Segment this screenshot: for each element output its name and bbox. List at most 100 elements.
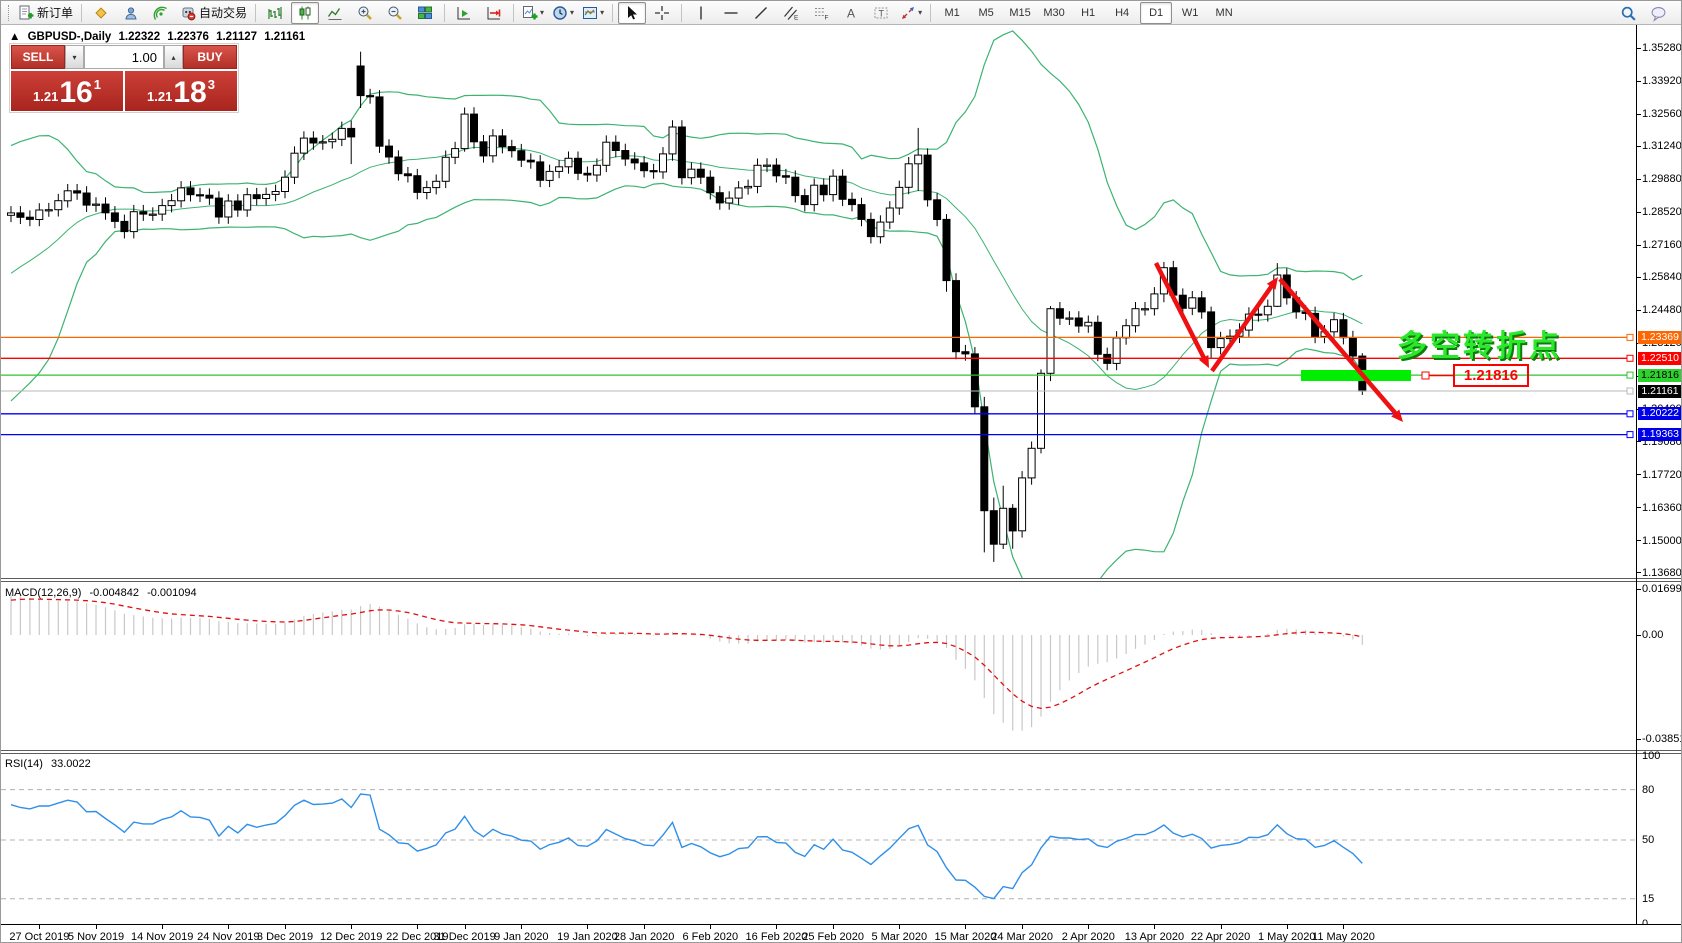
date-axis-tick (776, 925, 778, 929)
sell-button[interactable]: SELL (11, 45, 65, 69)
metaeditor-button[interactable] (87, 2, 115, 24)
price-axis-label: 1.25840 (1642, 271, 1682, 284)
collapse-triangle-icon[interactable]: ▲ (9, 31, 21, 43)
zoom-in-button[interactable] (351, 2, 379, 24)
candle-body (725, 197, 734, 204)
date-axis: 27 Oct 2019 5 Nov 2019 14 Nov 2019 24 Nov 2… (1, 924, 1681, 943)
candle-body (167, 200, 176, 207)
periods-clock-button[interactable]: ▾ (549, 2, 577, 24)
candle-body (763, 164, 771, 167)
timeframe-button-mn[interactable]: MN (1215, 6, 1233, 19)
candle-body (243, 194, 252, 211)
trendline-button[interactable] (747, 2, 775, 24)
timeframe-button-m15[interactable]: M15 (1009, 6, 1031, 19)
toolbar-separator (444, 3, 446, 22)
price-level-badge-1.22510: 1.22510 (1638, 351, 1681, 365)
macd-axis-label: 0.016994 (1642, 583, 1682, 595)
text-button[interactable]: A (837, 2, 865, 24)
title-open: 1.22322 (118, 31, 161, 43)
signals-button[interactable] (147, 2, 175, 24)
date-axis-label: 19 Jan 2020 (557, 931, 618, 943)
candle-body (630, 158, 639, 164)
crosshair-button[interactable] (648, 2, 676, 24)
equidistant-channel-button[interactable]: E (777, 2, 805, 24)
templates-button[interactable]: ▾ (579, 2, 607, 24)
line-chart-button[interactable] (321, 2, 349, 24)
add-indicator-button[interactable]: ▾ (519, 2, 547, 24)
arrows-button[interactable]: ▾ (897, 2, 925, 24)
pane-splitter[interactable] (1, 750, 1681, 754)
chart-shift-button[interactable] (480, 2, 508, 24)
candle-body (299, 137, 308, 154)
chart-area[interactable]: 1.35280 1.33920 1.32560 1.31240 1.29880 1.285… (1, 25, 1682, 943)
candle-body (1188, 297, 1197, 309)
timeframe-button-m30[interactable]: M30 (1043, 6, 1065, 19)
timeframe-button-d1[interactable]: D1 (1140, 1, 1173, 24)
trendline-icon (755, 6, 768, 19)
rsi-pane[interactable] (1, 754, 1636, 924)
candle-body (375, 96, 384, 147)
candle-body (271, 191, 280, 195)
horizontal-line-button[interactable] (717, 2, 745, 24)
date-axis-label: 16 Feb 2020 (745, 931, 808, 943)
rsi-value: 33.0022 (50, 758, 91, 770)
sell-price-button[interactable]: 1.21 16 1 (11, 71, 123, 111)
bar-chart-button[interactable] (261, 2, 289, 24)
chart-shift-icon (487, 6, 501, 19)
toolbar-grip (8, 4, 11, 21)
candle-body (82, 192, 91, 206)
candle-body (73, 190, 82, 194)
date-axis-tick (710, 925, 712, 929)
candle-body (1330, 319, 1338, 333)
pane-splitter[interactable] (1, 578, 1681, 582)
volume-input[interactable]: 1.00 (84, 45, 164, 69)
macd-name: MACD(12,26,9) (5, 587, 82, 599)
candle-body (876, 221, 885, 238)
main-price-pane[interactable] (1, 27, 1636, 579)
autotrade-button[interactable]: 自动交易 (177, 2, 250, 24)
auto-scroll-button[interactable] (450, 2, 478, 24)
buy-price-button[interactable]: 1.21 18 3 (125, 71, 237, 111)
candle-body (649, 170, 658, 173)
candle-body (385, 145, 393, 158)
text-label-icon: T (874, 7, 888, 18)
candle-body (224, 200, 233, 218)
candle-body (857, 204, 866, 220)
date-axis-label: 14 Nov 2019 (130, 931, 194, 943)
search-button[interactable] (1614, 2, 1642, 24)
candle-chart-button[interactable] (291, 1, 320, 24)
timeframe-button-h1[interactable]: H1 (1081, 6, 1096, 19)
timeframe-button-h4[interactable]: H4 (1115, 6, 1130, 19)
candle-body (583, 172, 592, 176)
chat-button[interactable] (1644, 2, 1672, 24)
new-order-label: 新订单 (37, 6, 74, 20)
macd-pane[interactable] (1, 583, 1636, 751)
date-axis-tick (1154, 925, 1156, 929)
volume-decrease-button[interactable]: ▾ (65, 45, 84, 69)
timeframe-button-m5[interactable]: M5 (978, 6, 994, 19)
support-button[interactable] (117, 2, 145, 24)
candle-body (536, 161, 545, 181)
timeframe-button-m1[interactable]: M1 (944, 6, 960, 19)
buy-button[interactable]: BUY (183, 45, 237, 69)
candle-body (1122, 325, 1131, 339)
fibonacci-button[interactable]: F (807, 2, 835, 24)
tile-windows-button[interactable] (411, 2, 439, 24)
candle-body (252, 194, 261, 200)
candle-body (1046, 308, 1055, 374)
price-axis-label: 1.13680 (1642, 566, 1682, 579)
new-order-button[interactable]: 新订单 (15, 2, 76, 24)
text-label-button[interactable]: T (867, 2, 895, 24)
timeframe-button-w1[interactable]: W1 (1181, 6, 1199, 19)
candle-body (1141, 308, 1149, 311)
cursor-button[interactable] (618, 1, 647, 24)
vertical-line-button[interactable] (687, 2, 715, 24)
fibonacci-icon: F (815, 7, 829, 21)
buy-price-sup: 3 (207, 77, 215, 92)
zoom-out-button[interactable] (381, 2, 409, 24)
candle-body (1112, 337, 1121, 364)
volume-increase-button[interactable]: ▴ (164, 45, 183, 69)
title-low: 1.21127 (216, 31, 258, 43)
candle-body (970, 353, 979, 408)
candle-body (980, 406, 989, 512)
